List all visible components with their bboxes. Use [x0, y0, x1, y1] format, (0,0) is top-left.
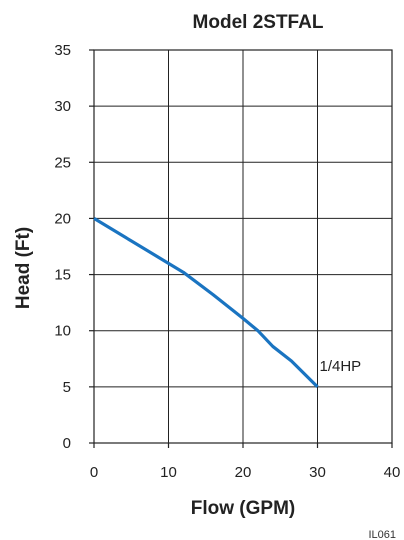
y-tick-label-7: 35	[54, 42, 71, 59]
series-label-0: 1/4HP	[320, 358, 362, 375]
x-tick-label-2: 20	[235, 464, 252, 481]
y-tick-label-3: 15	[54, 267, 71, 284]
y-tick-label-0: 0	[63, 435, 71, 452]
x-axis-title: Flow (GPM)	[191, 498, 295, 519]
x-tick-label-1: 10	[160, 464, 177, 481]
y-tick-label-4: 20	[54, 210, 71, 227]
y-tick-label-6: 30	[54, 98, 71, 115]
figure-code: IL061	[368, 529, 396, 540]
x-tick-label-4: 40	[384, 464, 401, 481]
x-tick-label-3: 30	[309, 464, 326, 481]
series-line-0	[93, 217, 319, 388]
chart-title: Model 2STFAL	[193, 12, 324, 33]
grid-layer	[94, 50, 392, 443]
y-axis-title: Head (Ft)	[13, 227, 34, 309]
y-tick-label-2: 10	[54, 323, 71, 340]
series-layer: 1/4HP	[93, 217, 362, 388]
tick-layer: 0 10 20 30 40 0 5 10 15 20 25 30 35	[54, 42, 400, 481]
y-tick-label-1: 5	[63, 379, 71, 396]
y-tick-label-5: 25	[54, 154, 71, 171]
x-tick-label-0: 0	[90, 464, 98, 481]
